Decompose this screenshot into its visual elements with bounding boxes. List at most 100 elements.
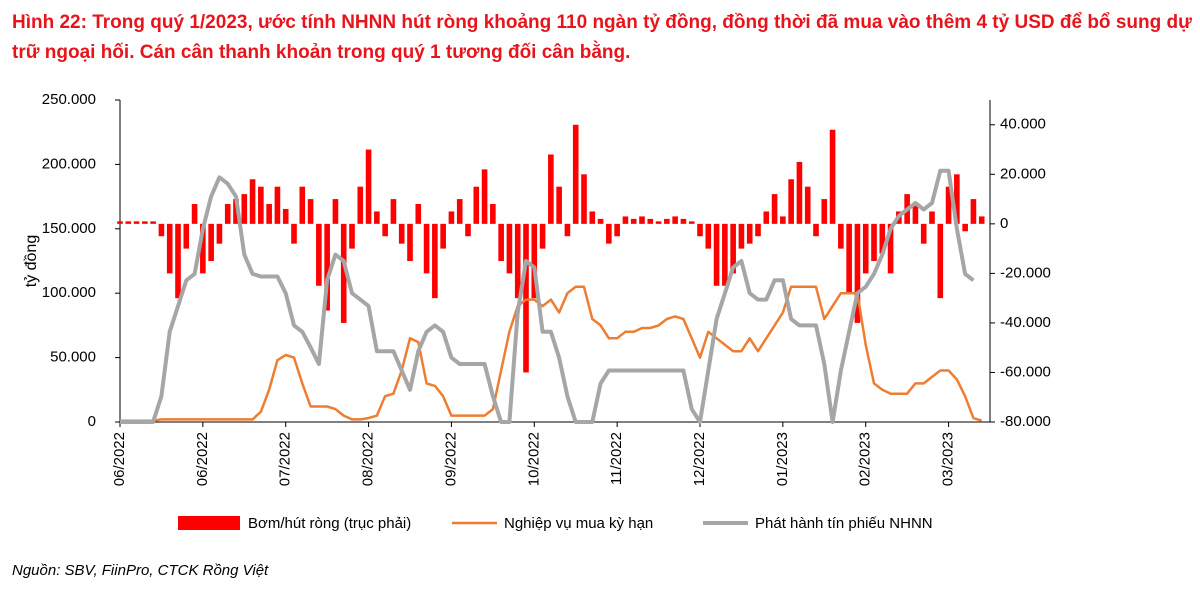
bar [374,211,380,224]
bar [937,223,944,299]
y-tick-label: 150.000 [42,220,96,237]
x-tick-label: 06/2022 [111,432,128,486]
bar [291,223,297,244]
y-tick-label: 250.000 [42,91,96,108]
bar [846,223,852,294]
bar [639,216,645,224]
bar [175,223,181,299]
bar [490,204,496,224]
bar [746,223,753,244]
bar [912,204,919,224]
bar [929,211,935,224]
bar [854,223,861,323]
bar [581,174,587,224]
y2-tick-label: 40.000 [1000,116,1046,133]
bar [258,186,264,224]
bar [340,223,347,323]
bar [191,204,198,224]
x-tick-label: 11/2022 [608,432,625,485]
bar [622,216,629,224]
bar [871,223,877,261]
bar [804,186,811,224]
x-tick-label: 10/2022 [525,432,542,486]
bar [481,169,488,224]
bar [879,223,886,254]
bar [506,223,513,274]
bar [630,218,637,224]
bar [440,223,446,249]
bar [125,221,132,224]
bar [158,223,165,237]
x-tick-label: 01/2023 [774,432,791,486]
line [120,168,975,424]
bar [241,194,248,224]
bar [432,223,438,299]
bar [316,223,322,286]
bar [448,211,455,224]
bar [829,129,836,224]
bar [713,223,720,286]
bar [763,211,770,224]
bar [738,223,745,249]
bar [722,223,728,286]
line [120,285,983,422]
bar [382,223,388,237]
x-tick-label: 12/2022 [691,432,708,486]
bar [838,223,844,249]
bar [771,194,778,224]
bar [597,218,604,224]
x-tick-label: 09/2022 [442,432,459,486]
bar [208,223,214,261]
source-note: Nguồn: SBV, FiinPro, CTCK Rồng Việt [12,562,269,579]
x-tick-label: 02/2023 [857,432,874,486]
bar [788,179,794,224]
bar [945,186,952,224]
bar [498,223,504,261]
y2-tick-label: -20.000 [1000,264,1051,281]
bar [266,204,272,224]
bar [299,186,306,224]
bar [473,186,480,224]
bar [572,124,579,224]
bar [133,221,140,224]
y2-tick-label: -80.000 [1000,413,1051,430]
legend-label: Phát hành tín phiếu NHNN [755,515,933,532]
bar [539,223,546,249]
bar [233,199,239,224]
y-tick-label: 0 [88,413,96,430]
bar [423,223,430,274]
y2-tick-label: 0 [1000,215,1008,232]
bar [780,216,786,224]
bar [365,149,372,224]
y-tick-label: 50.000 [50,349,96,366]
y2-tick-label: -60.000 [1000,363,1051,380]
bar [117,221,123,224]
bar [887,223,894,274]
bar [970,199,977,224]
bar [274,186,281,224]
y2-tick-label: 20.000 [1000,165,1046,182]
legend-swatch [178,516,240,530]
y-tick-label: 200.000 [42,155,96,172]
bar [349,223,355,249]
bar [390,199,397,224]
bar [224,204,231,224]
y-axis-label: tỷ đồng [23,235,40,287]
bar [697,223,703,237]
bar [755,223,761,237]
bar [465,223,471,237]
x-tick-label: 08/2022 [360,432,377,486]
bar [688,221,695,224]
bar [705,223,712,249]
bar [862,223,869,274]
bar [647,218,654,224]
bar [332,199,339,224]
bar [183,223,190,249]
x-tick-label: 07/2022 [277,432,294,486]
bar [556,186,562,224]
bar [200,223,206,274]
bar [655,221,662,224]
chart-title: Hình 22: Trong quý 1/2023, ước tính NHNN… [12,12,1192,63]
bar [564,223,571,237]
